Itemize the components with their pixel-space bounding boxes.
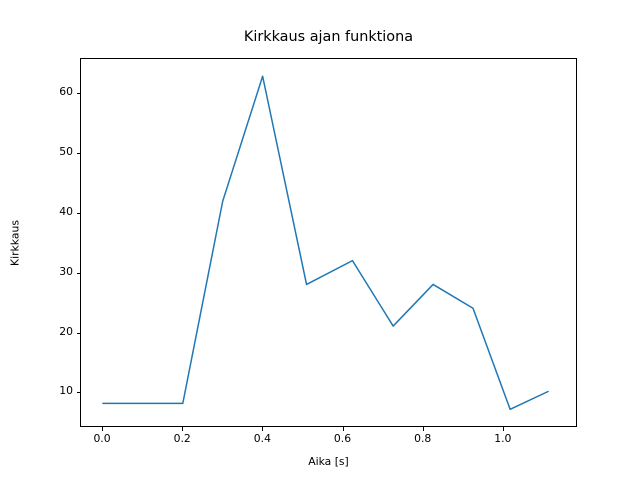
- line-path-kirkkaus: [102, 75, 549, 411]
- y-tick-label: 50: [59, 145, 73, 159]
- x-tick-label: 0.0: [93, 432, 111, 445]
- y-tick-label: 40: [59, 204, 73, 218]
- data-line-series: [102, 75, 549, 411]
- x-tick-label: 0.6: [333, 432, 352, 445]
- y-tick-label: 30: [59, 264, 73, 278]
- y-axis-label-container: Kirkkaus: [0, 58, 30, 427]
- x-tick-mark: [342, 427, 344, 431]
- x-tick-mark: [422, 427, 424, 431]
- y-tick-mark: [76, 212, 80, 214]
- y-tick-mark: [76, 93, 80, 95]
- x-tick-label: 1.0: [494, 432, 512, 445]
- y-axis-label: Kirkkaus: [8, 219, 22, 266]
- x-tick-mark: [502, 427, 504, 431]
- x-tick-mark: [182, 427, 184, 431]
- x-tick-label: 0.2: [173, 432, 191, 445]
- x-tick-mark: [102, 427, 104, 431]
- y-tick-mark: [76, 153, 80, 155]
- x-tick-label: 0.8: [414, 432, 432, 445]
- y-tick-mark: [76, 332, 80, 334]
- y-tick-mark: [76, 272, 80, 274]
- chart-title: Kirkkaus ajan funktiona: [243, 29, 414, 45]
- x-tick-mark: [262, 427, 264, 431]
- y-tick-label: 60: [59, 85, 73, 99]
- y-tick-mark: [76, 392, 80, 394]
- plot-area: [80, 58, 577, 427]
- x-tick-label: 0.4: [253, 432, 271, 445]
- y-tick-label: 10: [59, 384, 73, 398]
- y-tick-label: 20: [59, 324, 73, 338]
- x-axis-label: Aika [s]: [308, 455, 349, 468]
